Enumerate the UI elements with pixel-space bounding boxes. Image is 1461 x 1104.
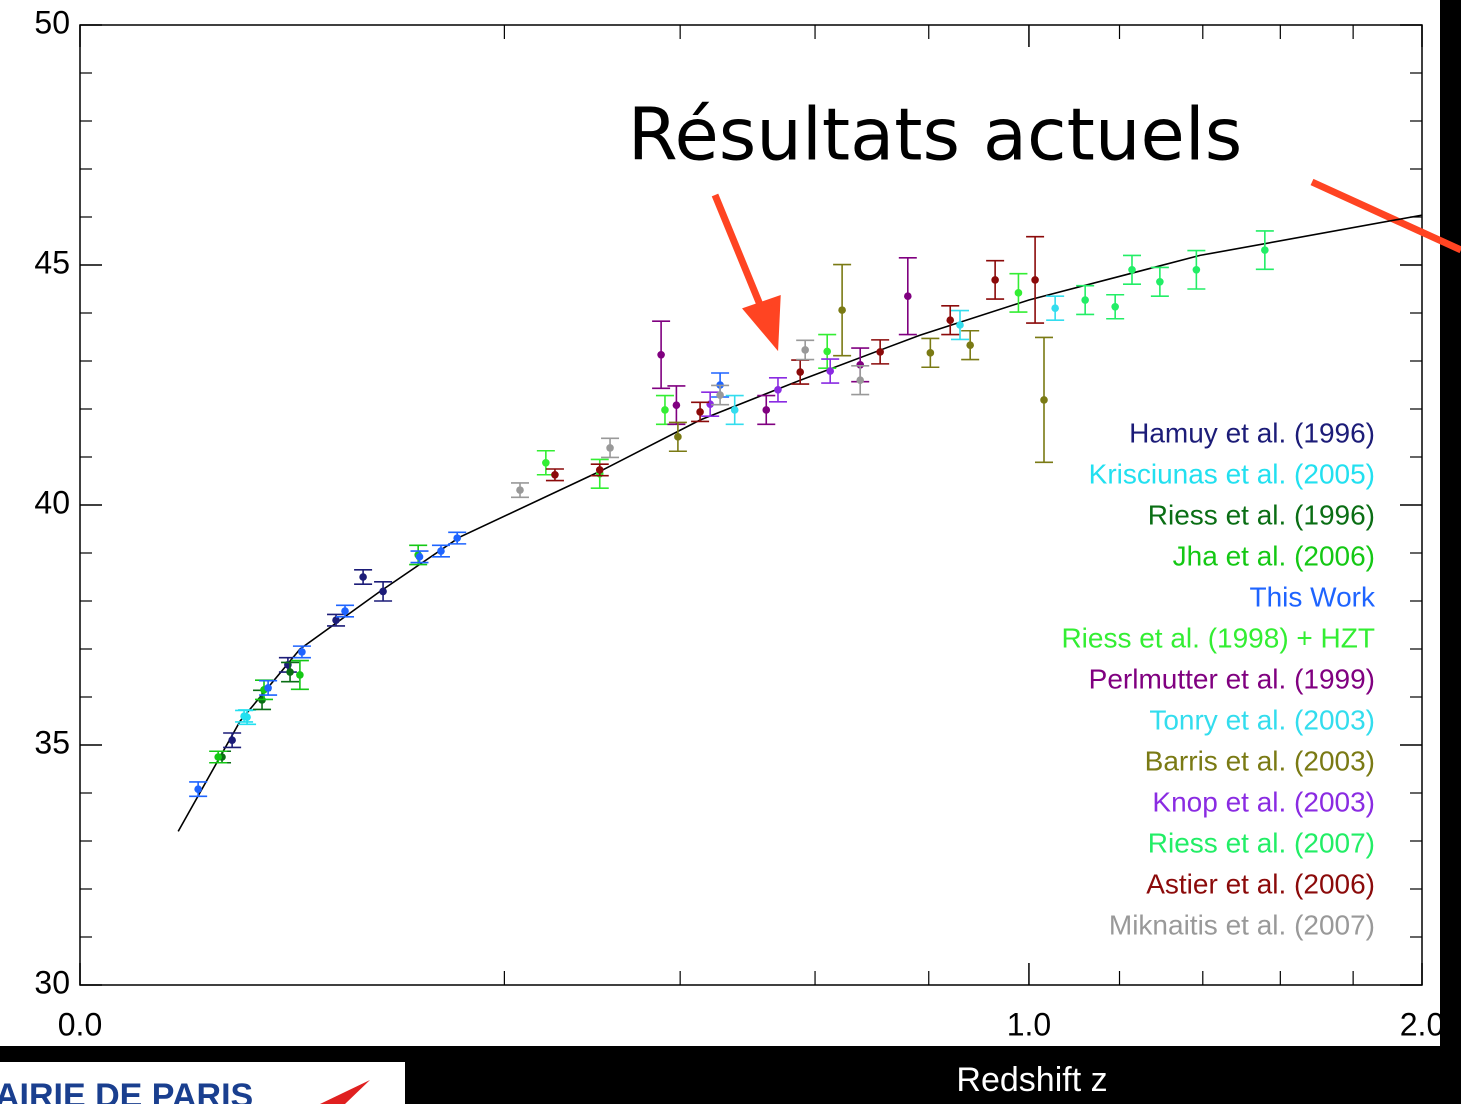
data-point xyxy=(595,466,604,474)
legend-entry: Riess et al. (2007) xyxy=(1148,827,1375,858)
data-point xyxy=(926,349,935,357)
annotation: Résultats actuels xyxy=(628,93,1243,177)
data-point xyxy=(823,347,831,356)
data-point xyxy=(214,753,222,761)
x-tick-label: 1.0 xyxy=(1007,1006,1051,1042)
data-point xyxy=(696,408,704,416)
data-point xyxy=(1051,304,1059,313)
data-point xyxy=(661,406,669,414)
data-point xyxy=(1031,276,1039,284)
legend-entry: Tonry et al. (2003) xyxy=(1149,704,1375,735)
logo-mark xyxy=(320,1080,370,1104)
data-point xyxy=(716,391,724,399)
data-point xyxy=(762,406,771,414)
data-point xyxy=(1081,296,1089,304)
arrow xyxy=(1310,178,1461,254)
data-point xyxy=(194,785,202,793)
logo-text: AIRIE DE PARIS xyxy=(0,1077,253,1104)
legend-entry: Krisciunas et al. (2005) xyxy=(1089,458,1375,489)
data-point xyxy=(1192,266,1201,274)
data-point xyxy=(240,712,248,720)
data-point xyxy=(1261,246,1269,254)
legend-entry: Knop et al. (2003) xyxy=(1152,786,1375,817)
data-point xyxy=(228,736,236,744)
data-point xyxy=(1156,278,1164,286)
data-point xyxy=(774,386,782,394)
legend-entry: Jha et al. (2006) xyxy=(1173,540,1375,571)
data-point xyxy=(516,486,524,494)
y-tick-label: 30 xyxy=(34,964,70,1000)
data-point xyxy=(286,668,294,676)
data-point xyxy=(551,470,559,479)
figure-panel xyxy=(0,0,1440,1046)
arrow xyxy=(711,193,767,314)
legend-entry: Riess et al. (1996) xyxy=(1148,499,1375,530)
data-point xyxy=(1040,396,1048,404)
series xyxy=(545,235,1045,482)
legend-entry: Miknaitis et al. (2007) xyxy=(1109,909,1375,940)
arrows xyxy=(711,178,1461,352)
data-point xyxy=(838,306,846,314)
series xyxy=(1076,230,1274,320)
data-point xyxy=(956,321,964,329)
series xyxy=(652,257,917,426)
series xyxy=(189,372,730,798)
data-point xyxy=(991,276,999,284)
data-point xyxy=(341,607,349,615)
data-point xyxy=(801,346,809,354)
data-point xyxy=(437,547,445,555)
data-point xyxy=(298,648,306,656)
data-point xyxy=(332,616,340,624)
data-point xyxy=(542,458,550,467)
data-point xyxy=(359,573,367,581)
data-point xyxy=(876,348,884,356)
series xyxy=(235,709,257,726)
data-point xyxy=(415,553,424,561)
arrow-head xyxy=(742,295,781,352)
data-point xyxy=(856,361,865,369)
data-point xyxy=(730,406,739,414)
legend-entry: This Work xyxy=(1250,581,1376,612)
data-point xyxy=(657,350,665,359)
data-point xyxy=(966,341,974,349)
data-point xyxy=(672,401,681,409)
x-tick-label: 0.0 xyxy=(58,1006,102,1042)
data-point xyxy=(1128,266,1136,274)
legend-entry: Hamuy et al. (1996) xyxy=(1129,417,1375,448)
y-tick-label: 45 xyxy=(34,244,70,280)
data-point xyxy=(264,684,272,692)
x-axis-label: Redshift z xyxy=(956,1061,1107,1099)
data-point xyxy=(1111,302,1119,311)
series xyxy=(536,272,1028,489)
data-point xyxy=(606,444,614,452)
legend-entry: Riess et al. (1998) + HZT xyxy=(1061,622,1375,653)
data-point xyxy=(674,433,682,441)
x-tick-label: 2.0 xyxy=(1400,1006,1444,1042)
y-tick-label: 50 xyxy=(34,4,70,40)
data-point xyxy=(1014,289,1023,297)
data-point xyxy=(904,292,912,301)
legend-entry: Astier et al. (2006) xyxy=(1146,868,1375,899)
data-point xyxy=(379,587,387,596)
data-point xyxy=(946,316,955,325)
series xyxy=(511,339,870,499)
series xyxy=(701,358,840,417)
legend-entry: Perlmutter et al. (1999) xyxy=(1089,663,1375,694)
data-point xyxy=(796,368,804,376)
y-tick-label: 40 xyxy=(34,484,70,520)
data-point xyxy=(856,376,865,385)
data-point xyxy=(826,367,835,375)
fit-curve xyxy=(177,214,1423,832)
data-point xyxy=(296,671,304,679)
series xyxy=(668,263,1053,464)
series xyxy=(725,295,1065,426)
data-point xyxy=(453,534,461,542)
y-tick-label: 35 xyxy=(34,724,70,760)
legend-entry: Barris et al. (2003) xyxy=(1145,745,1375,776)
